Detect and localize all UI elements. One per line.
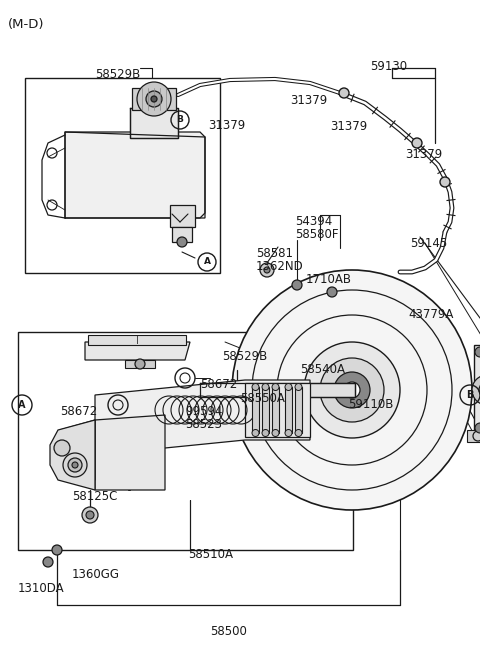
Circle shape: [43, 557, 53, 567]
Polygon shape: [474, 345, 480, 435]
Text: |: |: [135, 335, 138, 344]
Circle shape: [82, 507, 98, 523]
Polygon shape: [95, 380, 310, 455]
Bar: [295, 387, 302, 433]
Text: 59145: 59145: [410, 237, 447, 250]
Circle shape: [156, 93, 166, 103]
Text: 99594: 99594: [185, 405, 222, 418]
Text: 58550A: 58550A: [240, 392, 285, 405]
Circle shape: [440, 177, 450, 187]
Polygon shape: [95, 415, 165, 490]
Circle shape: [52, 545, 62, 555]
Circle shape: [86, 511, 94, 519]
Text: 31379: 31379: [290, 94, 327, 107]
Circle shape: [137, 82, 171, 116]
Bar: [262, 387, 269, 433]
Text: 54394: 54394: [295, 215, 332, 228]
Circle shape: [292, 280, 302, 290]
Circle shape: [304, 342, 400, 438]
Text: 1710AB: 1710AB: [306, 273, 352, 286]
Text: 31379: 31379: [330, 120, 367, 133]
Circle shape: [264, 267, 270, 273]
Text: 58672: 58672: [200, 378, 237, 391]
Circle shape: [63, 453, 87, 477]
Text: 1360GG: 1360GG: [72, 568, 120, 581]
Text: 43779A: 43779A: [408, 308, 454, 321]
Polygon shape: [85, 342, 190, 360]
Text: 58500: 58500: [210, 625, 247, 638]
Circle shape: [54, 440, 70, 456]
Circle shape: [334, 372, 370, 408]
Text: 58529B: 58529B: [95, 68, 140, 81]
Circle shape: [339, 88, 349, 98]
Bar: [272, 387, 279, 433]
Bar: [200, 383, 355, 397]
Text: 31379: 31379: [405, 148, 442, 161]
Text: 58672: 58672: [60, 405, 97, 418]
Bar: [245, 383, 310, 437]
Bar: [132, 88, 176, 110]
Circle shape: [146, 91, 162, 107]
Circle shape: [320, 358, 384, 422]
Circle shape: [285, 384, 292, 390]
Bar: [18, 332, 353, 550]
Text: 58510A: 58510A: [188, 548, 233, 561]
Circle shape: [252, 384, 259, 390]
Circle shape: [472, 375, 480, 405]
Text: 59130: 59130: [370, 60, 407, 73]
Circle shape: [252, 430, 259, 436]
Text: 58580F: 58580F: [295, 228, 338, 241]
Text: (M-D): (M-D): [8, 18, 45, 31]
Circle shape: [272, 430, 279, 436]
Circle shape: [295, 384, 302, 390]
Polygon shape: [60, 420, 95, 480]
Circle shape: [262, 384, 269, 390]
Circle shape: [151, 96, 157, 102]
Bar: [285, 387, 292, 433]
Bar: [252, 387, 259, 433]
Circle shape: [479, 382, 480, 398]
Text: B: B: [177, 115, 183, 125]
Circle shape: [344, 382, 360, 398]
Text: 58581: 58581: [256, 247, 293, 260]
Text: 58125C: 58125C: [72, 490, 118, 503]
Text: 58540A: 58540A: [300, 363, 345, 376]
Circle shape: [72, 462, 78, 468]
Polygon shape: [50, 420, 95, 490]
Circle shape: [295, 430, 302, 436]
Circle shape: [177, 237, 187, 247]
Circle shape: [68, 458, 82, 472]
Bar: [170, 205, 195, 227]
Text: B: B: [466, 390, 474, 400]
Text: 58523: 58523: [185, 418, 222, 431]
Circle shape: [475, 347, 480, 357]
Circle shape: [135, 359, 145, 369]
Text: 1310DA: 1310DA: [18, 582, 65, 595]
Text: 31379: 31379: [208, 119, 245, 132]
Text: 59110B: 59110B: [348, 398, 394, 411]
Text: A: A: [204, 258, 211, 266]
Bar: [130, 108, 178, 138]
Text: 58529B: 58529B: [222, 350, 267, 363]
Circle shape: [232, 270, 472, 510]
Circle shape: [327, 287, 337, 297]
Text: 1362ND: 1362ND: [256, 260, 304, 273]
Bar: [25, 78, 220, 273]
Circle shape: [285, 430, 292, 436]
Polygon shape: [65, 132, 205, 218]
Circle shape: [475, 423, 480, 433]
Circle shape: [272, 384, 279, 390]
Circle shape: [260, 263, 274, 277]
Bar: [88, 335, 186, 345]
Circle shape: [262, 430, 269, 436]
Bar: [125, 360, 155, 368]
Bar: [172, 227, 192, 242]
Circle shape: [412, 138, 422, 148]
Text: A: A: [18, 400, 26, 410]
Bar: [467, 430, 480, 442]
